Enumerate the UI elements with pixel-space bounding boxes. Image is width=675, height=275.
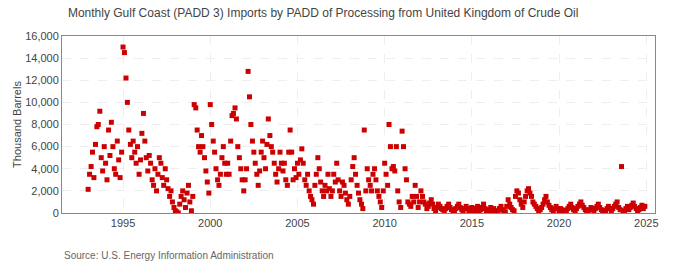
svg-text:12,000: 12,000: [25, 74, 59, 86]
svg-text:1995: 1995: [111, 217, 135, 229]
svg-text:6,000: 6,000: [31, 140, 59, 152]
svg-text:2005: 2005: [285, 217, 309, 229]
svg-text:16,000: 16,000: [25, 30, 59, 42]
svg-text:2010: 2010: [372, 217, 396, 229]
svg-text:14,000: 14,000: [25, 52, 59, 64]
svg-text:Thousand Barrels: Thousand Barrels: [11, 81, 23, 168]
svg-text:Monthly Gulf Coast (PADD 3) Im: Monthly Gulf Coast (PADD 3) Imports by P…: [68, 6, 578, 20]
svg-text:2020: 2020: [547, 217, 571, 229]
svg-text:Source: U.S. Energy Informatio: Source: U.S. Energy Information Administ…: [64, 250, 274, 261]
svg-text:8,000: 8,000: [31, 118, 59, 130]
svg-text:10,000: 10,000: [25, 96, 59, 108]
svg-text:0: 0: [53, 207, 59, 219]
svg-text:2,000: 2,000: [31, 185, 59, 197]
svg-text:4,000: 4,000: [31, 163, 59, 175]
svg-text:2015: 2015: [460, 217, 484, 229]
svg-text:2025: 2025: [634, 217, 658, 229]
svg-text:2000: 2000: [198, 217, 222, 229]
